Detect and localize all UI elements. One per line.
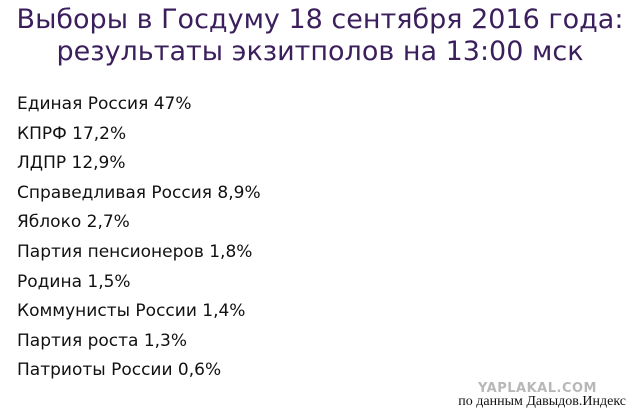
result-item: КПРФ 17,2% [17,123,127,144]
result-item: Коммунисты России 1,4% [17,301,246,322]
watermark: YAPLAKAL.COM [478,381,597,396]
result-item: Справедливая Россия 8,9% [17,182,261,203]
result-item: Родина 1,5% [17,271,131,292]
result-item: Патриоты России 0,6% [17,360,222,381]
source-note: по данным Давыдов.Индекс [458,394,626,409]
result-item: Партия пенсионеров 1,8% [17,241,253,262]
title-line: Выборы в Госдуму 18 сентября 2016 года: [16,4,624,35]
title-line: результаты экзитполов на 13:00 мск [56,36,584,67]
title: Выборы в Госдуму 18 сентября 2016 года: … [0,4,640,68]
result-item: ЛДПР 12,9% [17,153,126,174]
result-item: Единая Россия 47% [17,94,192,114]
results-list: Единая Россия 47% КПРФ 17,2% ЛДПР 12,9% Спр… [17,90,261,386]
result-item: Яблоко 2,7% [17,212,130,233]
result-item: Партия роста 1,3% [17,330,188,351]
